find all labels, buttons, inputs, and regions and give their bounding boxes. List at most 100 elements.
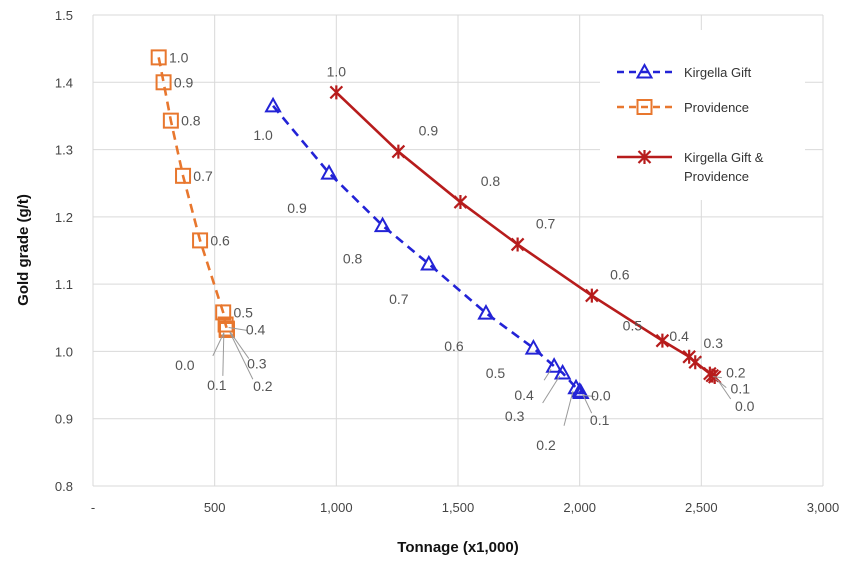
data-point-marker [545, 357, 563, 373]
data-point-marker [655, 333, 670, 348]
x-tick-label: 1,000 [320, 500, 353, 515]
data-point-marker [155, 74, 172, 91]
label-leader-line [229, 331, 250, 359]
data-point-marker [688, 355, 703, 370]
x-tick-label: 1,500 [442, 500, 475, 515]
data-point-marker [391, 144, 406, 159]
data-label: 0.3 [247, 356, 267, 372]
data-point-marker [477, 304, 495, 320]
x-axis-title: Tonnage (x1,000) [397, 539, 518, 556]
data-point-marker [524, 339, 543, 355]
y-tick-label: 1.3 [55, 143, 73, 158]
legend-entry-label: Providence [684, 100, 749, 115]
data-label: 0.4 [514, 387, 534, 403]
label-leader-line [542, 375, 561, 404]
y-tick-label: 1.0 [55, 344, 73, 359]
data-label: 0.3 [704, 335, 724, 351]
data-label: 0.6 [210, 232, 230, 248]
y-tick-label: 0.9 [55, 412, 73, 427]
data-label: 1.0 [327, 63, 347, 79]
label-leader-line [712, 376, 722, 379]
data-label: 0.3 [505, 408, 525, 424]
data-label: 0.4 [246, 322, 266, 338]
data-point-marker [162, 112, 179, 129]
data-label: 0.9 [419, 123, 439, 139]
y-tick-label: 1.4 [55, 75, 73, 90]
data-point-marker [373, 216, 392, 233]
data-label: 0.6 [444, 338, 464, 354]
data-point-marker [572, 383, 590, 399]
y-tick-label: 1.5 [55, 8, 73, 23]
data-label: 0.1 [731, 381, 751, 397]
data-point-marker [215, 304, 232, 321]
data-label: 0.0 [735, 398, 755, 414]
data-label: 0.8 [181, 113, 201, 129]
data-label: 0.0 [591, 387, 611, 403]
label-leader-line [228, 327, 248, 332]
label-layer: 1.00.90.80.70.60.50.40.30.20.10.01.00.90… [169, 49, 755, 452]
label-leader-line [222, 332, 225, 376]
data-point-marker [217, 316, 234, 333]
data-label: 0.2 [253, 378, 273, 394]
data-point-marker [150, 49, 167, 66]
legend: Kirgella Gift Providence Kirgella Gift & Pr… [600, 30, 805, 200]
y-tick-label: 1.2 [55, 210, 73, 225]
legend-swatch-marker [637, 150, 652, 164]
data-point-marker [553, 363, 572, 380]
legend-swatch-marker [636, 99, 653, 115]
label-leader-line [212, 332, 225, 357]
legend-box [600, 30, 805, 200]
legend-entry-label: Kirgella Gift & [684, 150, 764, 165]
label-leader-line [543, 368, 552, 381]
data-point-marker [420, 254, 438, 271]
label-leader-line [582, 393, 593, 414]
data-label: 0.2 [726, 365, 746, 381]
x-tick-label: 3,000 [807, 500, 840, 515]
data-label: 0.2 [536, 437, 556, 453]
axis-layer: - 500 1,000 1,500 2,000 2,500 3,000 0.8 0.9 1.0 1.… [55, 8, 839, 515]
legend-entry-label: Providence [684, 169, 749, 184]
x-tick-label: 2,000 [563, 500, 596, 515]
data-point-marker [264, 96, 282, 113]
data-label: 0.9 [174, 74, 194, 90]
y-tick-label: 1.1 [55, 277, 73, 292]
data-point-marker [453, 195, 468, 210]
data-label: 0.6 [610, 267, 630, 283]
data-label: 0.5 [233, 304, 253, 320]
data-label: 0.5 [486, 365, 506, 381]
label-leader-line [714, 378, 727, 389]
y-tick-label: 0.8 [55, 479, 73, 494]
series-line [272, 105, 582, 394]
data-point-marker [320, 164, 338, 180]
x-tick-label: 500 [204, 500, 226, 515]
x-tick-label: - [91, 500, 95, 515]
series-line [157, 57, 229, 330]
data-point-marker [192, 232, 209, 249]
data-label: 0.7 [193, 168, 213, 184]
x-tick-label: 2,500 [685, 500, 718, 515]
label-leader-line [717, 379, 732, 400]
data-point-marker [585, 288, 599, 303]
data-point-marker [175, 167, 192, 184]
label-leader-line [583, 394, 595, 397]
data-label: 0.0 [175, 357, 195, 373]
legend-entry-label: Kirgella Gift [684, 65, 752, 80]
data-label: 0.9 [287, 200, 307, 216]
data-label: 1.0 [253, 127, 273, 143]
data-label: 0.4 [669, 328, 689, 344]
data-label: 0.8 [481, 173, 501, 189]
legend-swatch-marker [635, 62, 654, 79]
data-label: 0.8 [343, 251, 363, 267]
y-axis-title: Gold grade (g/t) [15, 194, 32, 306]
data-point-marker [218, 321, 235, 338]
label-leader-line [698, 357, 702, 360]
label-leader-line [563, 390, 574, 426]
data-point-marker [329, 85, 344, 100]
data-label: 0.1 [207, 377, 227, 393]
data-label: 0.1 [590, 412, 610, 428]
data-label: 0.7 [536, 215, 556, 231]
data-point-marker [510, 237, 525, 252]
label-leader-line [229, 332, 254, 380]
